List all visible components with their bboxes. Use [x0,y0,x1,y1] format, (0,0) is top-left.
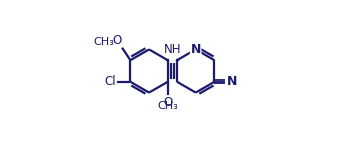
Text: O: O [163,96,173,109]
Text: Cl: Cl [105,75,116,88]
Text: CH₃: CH₃ [158,101,178,111]
Text: N: N [190,43,201,56]
Text: O: O [112,34,121,47]
Text: CH₃: CH₃ [94,37,114,47]
Text: NH: NH [164,43,181,56]
Text: N: N [227,75,237,88]
